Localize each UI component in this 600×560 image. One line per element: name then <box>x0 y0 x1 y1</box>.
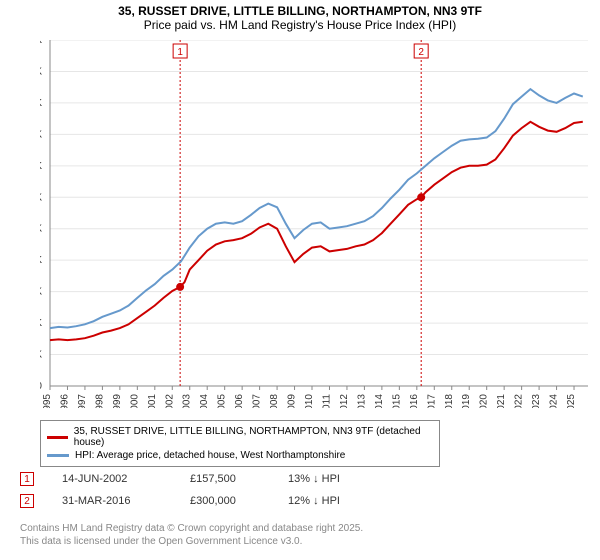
svg-text:2006: 2006 <box>234 394 245 408</box>
svg-text:2009: 2009 <box>287 394 298 408</box>
marker-price: £157,500 <box>190 473 260 485</box>
marker-row: 2 31-MAR-2016 £300,000 12% ↓ HPI <box>20 490 378 512</box>
legend-label: HPI: Average price, detached house, West… <box>75 450 345 461</box>
svg-text:£150K: £150K <box>40 287 42 298</box>
svg-text:2015: 2015 <box>391 394 402 408</box>
marker-price: £300,000 <box>190 495 260 507</box>
svg-text:2018: 2018 <box>444 394 455 408</box>
svg-text:2017: 2017 <box>426 394 437 408</box>
legend-item: 35, RUSSET DRIVE, LITTLE BILLING, NORTHA… <box>47 425 433 449</box>
legend-item: HPI: Average price, detached house, West… <box>47 449 433 462</box>
svg-text:£0: £0 <box>40 381 42 392</box>
svg-text:£500K: £500K <box>40 66 42 77</box>
title-line1: 35, RUSSET DRIVE, LITTLE BILLING, NORTHA… <box>0 4 600 18</box>
legend-swatch-icon <box>47 454 69 457</box>
footer-attribution: Contains HM Land Registry data © Crown c… <box>20 522 363 548</box>
svg-text:2007: 2007 <box>252 394 263 408</box>
svg-text:2001: 2001 <box>147 394 158 408</box>
marker-badge-icon: 2 <box>20 494 34 508</box>
svg-text:2021: 2021 <box>496 394 507 408</box>
legend: 35, RUSSET DRIVE, LITTLE BILLING, NORTHA… <box>40 420 440 467</box>
svg-text:2014: 2014 <box>374 394 385 408</box>
marker-pct: 13% ↓ HPI <box>288 473 378 485</box>
svg-text:2005: 2005 <box>217 394 228 408</box>
marker-row: 1 14-JUN-2002 £157,500 13% ↓ HPI <box>20 468 378 490</box>
svg-text:£200K: £200K <box>40 255 42 266</box>
svg-text:2012: 2012 <box>339 394 350 408</box>
svg-text:£400K: £400K <box>40 129 42 140</box>
svg-text:2024: 2024 <box>549 394 560 408</box>
svg-text:£50K: £50K <box>40 350 42 361</box>
footer-line2: This data is licensed under the Open Gov… <box>20 535 363 548</box>
svg-text:1: 1 <box>177 47 183 58</box>
legend-swatch-icon <box>47 436 68 439</box>
svg-text:£350K: £350K <box>40 161 42 172</box>
svg-text:2020: 2020 <box>479 394 490 408</box>
svg-text:2003: 2003 <box>182 394 193 408</box>
svg-text:2008: 2008 <box>269 394 280 408</box>
svg-text:2011: 2011 <box>321 394 332 408</box>
svg-text:2010: 2010 <box>304 394 315 408</box>
svg-text:£300K: £300K <box>40 192 42 203</box>
marker-table: 1 14-JUN-2002 £157,500 13% ↓ HPI 2 31-MA… <box>20 468 378 512</box>
svg-text:2023: 2023 <box>531 394 542 408</box>
marker-pct: 12% ↓ HPI <box>288 495 378 507</box>
marker-date: 14-JUN-2002 <box>62 473 162 485</box>
svg-text:1999: 1999 <box>112 394 123 408</box>
marker-badge-icon: 1 <box>20 472 34 486</box>
footer-line1: Contains HM Land Registry data © Crown c… <box>20 522 363 535</box>
svg-text:1995: 1995 <box>42 394 53 408</box>
chart-title: 35, RUSSET DRIVE, LITTLE BILLING, NORTHA… <box>0 0 600 34</box>
legend-label: 35, RUSSET DRIVE, LITTLE BILLING, NORTHA… <box>74 426 433 448</box>
svg-text:2019: 2019 <box>461 394 472 408</box>
svg-text:1997: 1997 <box>77 394 88 408</box>
svg-text:1998: 1998 <box>94 394 105 408</box>
title-line2: Price paid vs. HM Land Registry's House … <box>0 18 600 32</box>
svg-text:£250K: £250K <box>40 224 42 235</box>
svg-text:£450K: £450K <box>40 98 42 109</box>
marker-date: 31-MAR-2016 <box>62 495 162 507</box>
svg-text:2000: 2000 <box>129 394 140 408</box>
svg-text:2: 2 <box>418 47 424 58</box>
svg-text:2002: 2002 <box>164 394 175 408</box>
svg-text:2016: 2016 <box>409 394 420 408</box>
svg-text:£100K: £100K <box>40 318 42 329</box>
svg-text:2022: 2022 <box>514 394 525 408</box>
svg-text:2013: 2013 <box>356 394 367 408</box>
svg-text:1996: 1996 <box>59 394 70 408</box>
chart-area: £0 £50K £100K £150K £200K £250K £300K £350K £400… <box>40 40 588 408</box>
svg-text:2025: 2025 <box>566 394 577 408</box>
svg-text:2004: 2004 <box>199 394 210 408</box>
line-chart: £0 £50K £100K £150K £200K £250K £300K £350K £400… <box>40 40 588 408</box>
svg-text:£550K: £550K <box>40 40 42 46</box>
